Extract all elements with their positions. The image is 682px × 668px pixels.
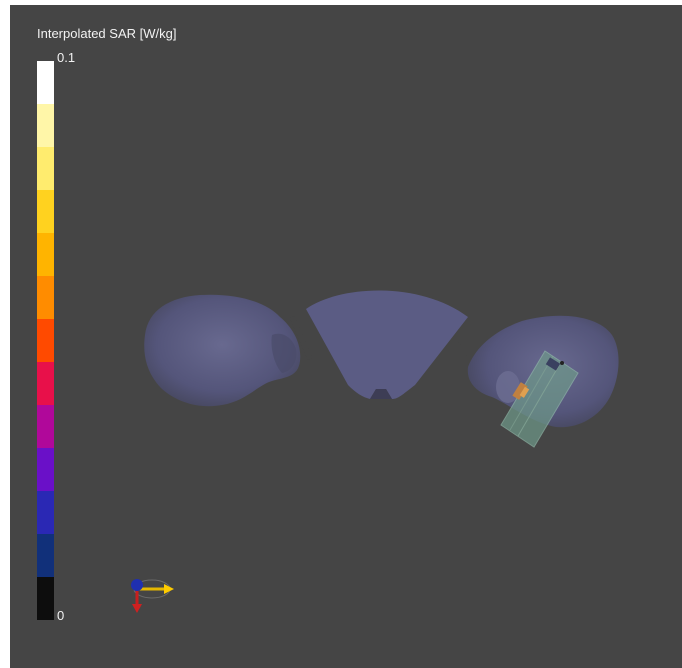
left-head-phantom <box>144 294 301 407</box>
colorbar-segment <box>37 319 54 362</box>
colorbar-min-label: 0 <box>57 608 65 623</box>
colorbar-segment <box>37 491 54 534</box>
colorbar-segment <box>37 577 54 620</box>
colorbar-segment <box>37 61 54 104</box>
antenna-device <box>500 350 579 448</box>
colorbar-segment <box>37 147 54 190</box>
colorbar-segment <box>37 190 54 233</box>
colorbar-segment <box>37 534 54 577</box>
flat-phantom-section <box>306 290 468 399</box>
colorbar-title: Interpolated SAR [W/kg] <box>37 26 177 41</box>
axes-gizmo-icon <box>131 579 174 613</box>
colorbar-segment <box>37 405 54 448</box>
colorbar-segment <box>37 448 54 491</box>
colorbar <box>37 61 54 620</box>
phantom-scene <box>131 290 619 613</box>
colorbar-segment <box>37 233 54 276</box>
3d-viewport[interactable]: Interpolated SAR [W/kg] 0.1 0 <box>10 5 682 668</box>
colorbar-segment <box>37 104 54 147</box>
colorbar-segment <box>37 362 54 405</box>
colorbar-max-label: 0.1 <box>57 50 76 65</box>
colorbar-segment <box>37 276 54 319</box>
